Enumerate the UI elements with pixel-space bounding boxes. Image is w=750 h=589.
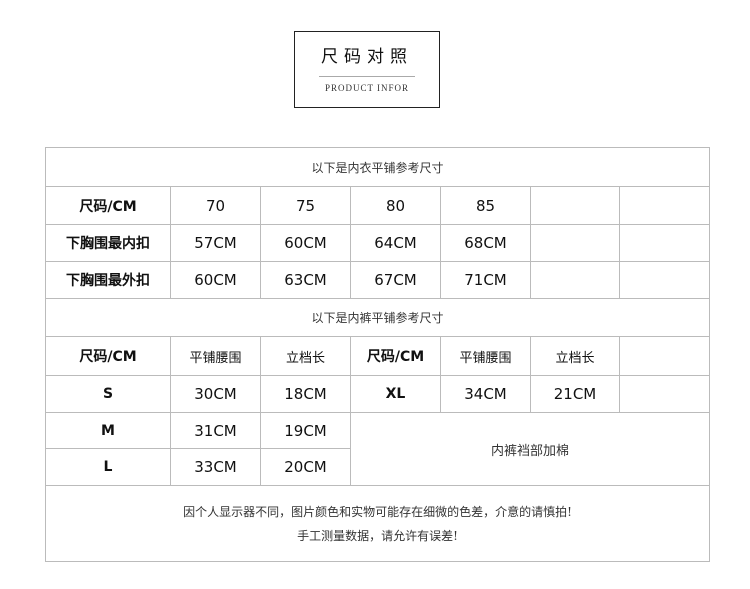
cell: 64CM: [350, 224, 441, 262]
row-label: 下胸围最外扣: [45, 261, 171, 299]
cell: 71CM: [440, 261, 531, 299]
header-cell: 立档长: [530, 336, 620, 376]
bra-size: 85: [440, 186, 531, 225]
empty-cell: [618, 261, 711, 299]
header-cell: 平铺腰围: [170, 336, 261, 376]
empty-cell: [530, 224, 620, 262]
size-cell: M: [45, 412, 171, 449]
page-subtitle: PRODUCT INFOR: [324, 83, 410, 93]
bra-caption: 以下是内衣平铺参考尺寸: [44, 147, 711, 187]
bra-size: 80: [350, 186, 441, 225]
footer-line-1: 因个人显示器不同，图片颜色和实物可能存在细微的色差，介意的请慎拍!: [183, 504, 572, 519]
panties-caption: 以下是内裤平铺参考尺寸: [44, 298, 711, 337]
cell: 60CM: [260, 224, 351, 262]
header-cell: 立档长: [260, 336, 351, 376]
size-cell: L: [45, 448, 171, 486]
page-title: 尺码对照: [321, 47, 413, 67]
empty-cell: [618, 375, 711, 413]
size-cell: S: [45, 375, 171, 413]
size-cell: XL: [350, 375, 441, 413]
header-cell: 尺码/CM: [45, 336, 171, 376]
empty-cell: [618, 336, 711, 376]
cell: 34CM: [440, 375, 531, 413]
panties-note: 内裤裆部加棉: [349, 412, 711, 486]
cell: 67CM: [350, 261, 441, 299]
cell: 57CM: [170, 224, 261, 262]
bra-size: 75: [260, 186, 351, 225]
empty-cell: [530, 186, 620, 225]
cell: 31CM: [170, 412, 261, 449]
empty-cell: [618, 186, 711, 225]
cell: 20CM: [260, 448, 351, 486]
divider: [319, 76, 415, 77]
cell: 33CM: [170, 448, 261, 486]
cell: 21CM: [530, 375, 620, 413]
row-label: 下胸围最内扣: [45, 224, 171, 262]
footer-line-2: 手工测量数据，请允许有误差!: [297, 528, 458, 543]
empty-cell: [530, 261, 620, 299]
header-cell: 平铺腰围: [440, 336, 531, 376]
title-box: 尺码对照 PRODUCT INFOR: [294, 31, 440, 108]
cell: 18CM: [260, 375, 351, 413]
bra-size: 70: [170, 186, 261, 225]
cell: 63CM: [260, 261, 351, 299]
cell: 19CM: [260, 412, 351, 449]
size-label: 尺码/CM: [45, 186, 171, 225]
cell: 30CM: [170, 375, 261, 413]
cell: 68CM: [440, 224, 531, 262]
footer-note: 因个人显示器不同，图片颜色和实物可能存在细微的色差，介意的请慎拍! 手工测量数据…: [44, 485, 711, 562]
empty-cell: [618, 224, 711, 262]
header-cell: 尺码/CM: [350, 336, 441, 376]
cell: 60CM: [170, 261, 261, 299]
size-chart-table: 以下是内衣平铺参考尺寸 尺码/CM 70 75 80 85 下胸围最内扣 57C…: [44, 147, 711, 562]
